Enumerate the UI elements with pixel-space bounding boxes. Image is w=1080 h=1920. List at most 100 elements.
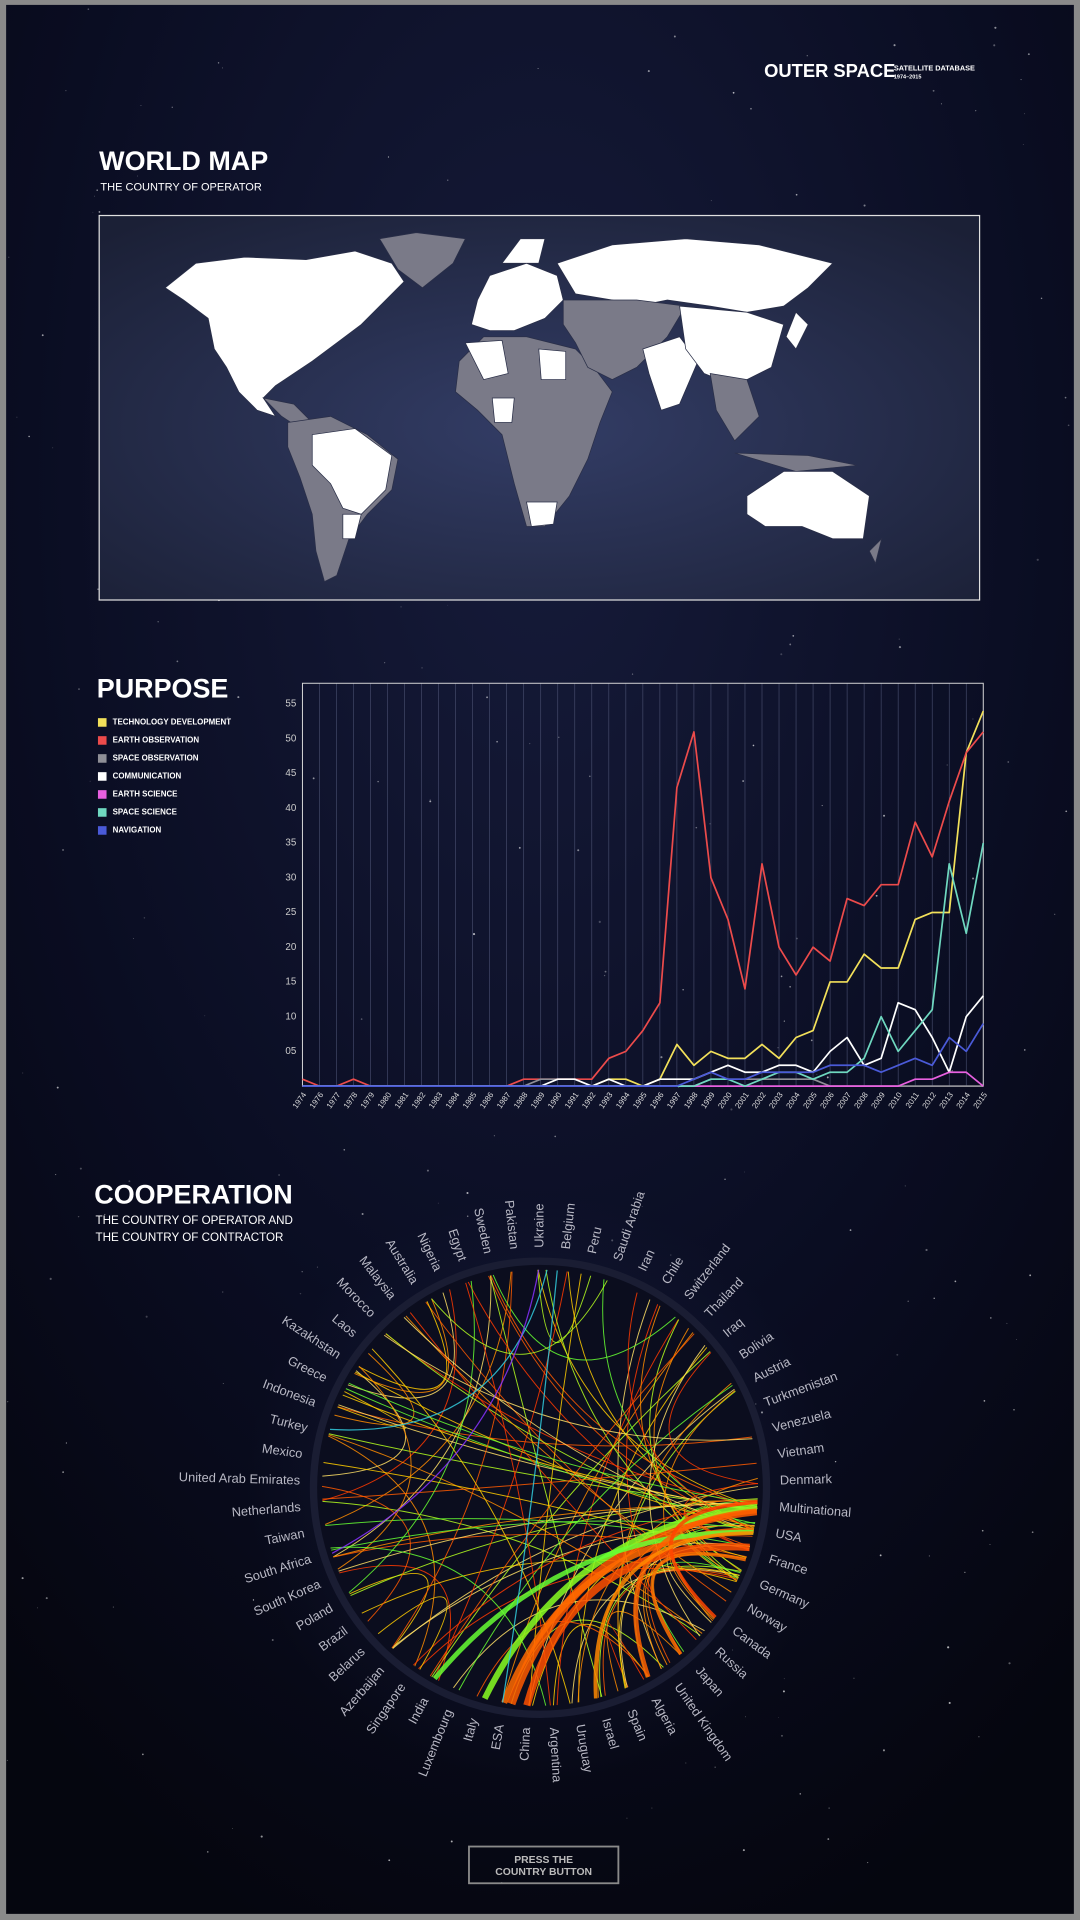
country-label: Mexico (261, 1441, 303, 1461)
star (96, 189, 98, 191)
country-label: China (516, 1726, 533, 1761)
chord (523, 1543, 750, 1707)
country-label: Netherlands (231, 1499, 301, 1520)
star (993, 44, 996, 47)
button-label[interactable]: PRESS THE (514, 1855, 573, 1866)
y-tick-label: 15 (285, 977, 296, 988)
star (1027, 53, 1030, 56)
country[interactable] (562, 299, 687, 381)
chord (501, 1332, 694, 1703)
star (316, 1266, 318, 1268)
country-label: Multinational (779, 1499, 852, 1520)
star (426, 1169, 429, 1172)
star (1022, 143, 1024, 145)
star (796, 937, 798, 940)
country[interactable] (734, 452, 858, 472)
star (558, 736, 560, 739)
star (529, 743, 531, 745)
star (752, 744, 755, 747)
star (806, 55, 808, 57)
star (62, 849, 64, 851)
star (447, 604, 449, 606)
chord (322, 1500, 701, 1636)
star (879, 1554, 882, 1557)
chart-title: PURPOSE (97, 674, 229, 704)
star (983, 1400, 986, 1402)
star (660, 1056, 663, 1059)
star (975, 110, 977, 112)
country-button[interactable] (468, 1845, 620, 1885)
brand-subtitle: SATELLITE DATABASE (894, 64, 975, 73)
chord (649, 1344, 706, 1637)
line-chart: 1974 1976 1977 1978 1979 1980 1981 1982 1983 1984… (97, 682, 989, 1110)
country[interactable] (642, 336, 699, 411)
star (742, 1849, 745, 1852)
country[interactable] (501, 238, 546, 264)
star (682, 988, 684, 991)
chord (322, 1370, 407, 1477)
star (312, 777, 315, 780)
legend-swatch (97, 790, 107, 799)
star (278, 1174, 280, 1176)
country[interactable] (868, 537, 883, 565)
country[interactable] (464, 340, 509, 381)
country-label: Italy (460, 1716, 481, 1743)
star (882, 1749, 885, 1752)
chord (337, 1391, 407, 1430)
star (783, 1020, 785, 1022)
star (603, 974, 606, 977)
chord (329, 1269, 548, 1431)
star (907, 1300, 909, 1303)
country[interactable] (455, 336, 613, 527)
star (231, 1828, 233, 1829)
country[interactable] (342, 513, 362, 540)
chord (338, 1404, 757, 1511)
button-label[interactable]: COUNTRY BUTTON (495, 1867, 592, 1878)
chord (465, 1282, 551, 1706)
country[interactable] (709, 373, 760, 442)
chord (354, 1298, 450, 1393)
star (137, 175, 138, 177)
star (77, 1215, 80, 1218)
star (1007, 761, 1010, 763)
country[interactable] (491, 397, 515, 423)
star (65, 1442, 68, 1444)
country-label: Argentina (547, 1727, 565, 1784)
chord (668, 1352, 758, 1485)
country-label: Vietnam (777, 1440, 826, 1461)
country[interactable] (538, 348, 567, 380)
country-label: United Arab Emirates (179, 1469, 301, 1487)
country[interactable] (378, 232, 466, 289)
star (604, 970, 607, 973)
chord (321, 1485, 411, 1622)
country-label: Pakistan (502, 1199, 522, 1250)
country-label: Belgium (558, 1202, 578, 1250)
star (789, 643, 792, 646)
chord (331, 1269, 540, 1554)
star (145, 1315, 148, 1318)
country[interactable] (746, 471, 870, 540)
country[interactable] (526, 501, 558, 527)
chord (431, 1280, 608, 1355)
star (87, 8, 90, 10)
star (1013, 1408, 1015, 1411)
star (853, 1677, 855, 1679)
star (849, 1229, 852, 1231)
country[interactable] (785, 311, 809, 350)
star (893, 44, 896, 47)
chord (545, 1269, 742, 1571)
chord (650, 1551, 747, 1656)
country[interactable] (679, 305, 785, 387)
star (695, 826, 698, 829)
star (744, 1171, 745, 1173)
star (222, 1291, 224, 1293)
chord (492, 1274, 676, 1361)
star (188, 154, 190, 156)
star (537, 68, 539, 69)
country[interactable] (470, 262, 564, 331)
chord (556, 1319, 679, 1706)
star (45, 1597, 48, 1600)
star (176, 660, 179, 663)
chord (377, 1596, 448, 1670)
country[interactable] (164, 250, 405, 418)
